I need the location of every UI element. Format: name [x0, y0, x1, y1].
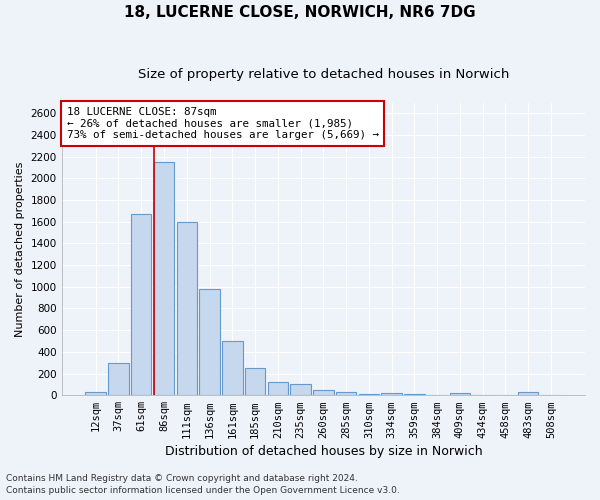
Bar [154, 162, 174, 395]
Bar [495, 394, 515, 395]
Bar [518, 392, 538, 395]
Bar [449, 393, 470, 395]
Bar [131, 214, 151, 395]
Bar [404, 394, 425, 395]
Bar [176, 222, 197, 395]
Bar [108, 362, 129, 395]
Bar [199, 290, 220, 395]
Bar [245, 368, 265, 395]
Bar [427, 394, 448, 395]
Bar [359, 394, 379, 395]
Bar [313, 390, 334, 395]
Bar [290, 384, 311, 395]
Text: 18 LUCERNE CLOSE: 87sqm
← 26% of detached houses are smaller (1,985)
73% of semi: 18 LUCERNE CLOSE: 87sqm ← 26% of detache… [67, 107, 379, 140]
Bar [472, 394, 493, 395]
Bar [336, 392, 356, 395]
Text: 18, LUCERNE CLOSE, NORWICH, NR6 7DG: 18, LUCERNE CLOSE, NORWICH, NR6 7DG [124, 5, 476, 20]
Bar [541, 394, 561, 395]
Y-axis label: Number of detached properties: Number of detached properties [15, 161, 25, 336]
Bar [268, 382, 288, 395]
X-axis label: Distribution of detached houses by size in Norwich: Distribution of detached houses by size … [164, 444, 482, 458]
Text: Contains HM Land Registry data © Crown copyright and database right 2024.
Contai: Contains HM Land Registry data © Crown c… [6, 474, 400, 495]
Title: Size of property relative to detached houses in Norwich: Size of property relative to detached ho… [137, 68, 509, 80]
Bar [222, 341, 242, 395]
Bar [382, 393, 402, 395]
Bar [85, 392, 106, 395]
